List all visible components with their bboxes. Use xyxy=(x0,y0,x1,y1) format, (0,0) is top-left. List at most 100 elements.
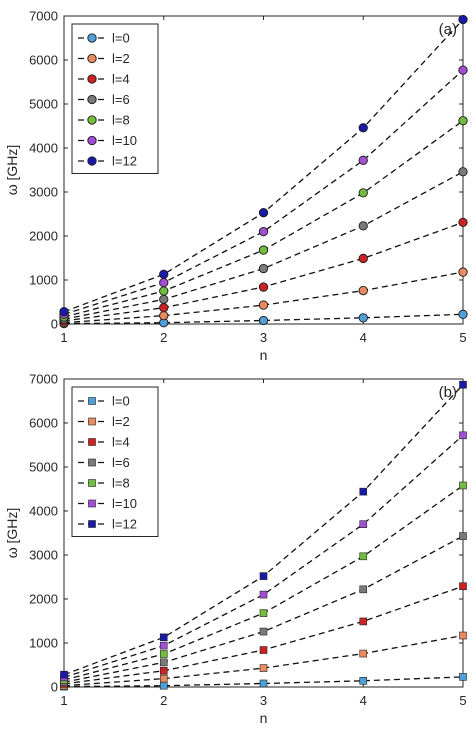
legend-marker xyxy=(88,397,96,405)
legend-marker xyxy=(88,417,96,426)
data-point xyxy=(358,221,368,231)
legend-marker xyxy=(87,74,97,84)
data-point xyxy=(359,677,368,685)
y-axis-label: ω [GHz] xyxy=(4,145,20,196)
legend-label: l=12 xyxy=(112,154,137,169)
series-l-12 xyxy=(59,14,468,317)
legend-marker xyxy=(87,94,97,105)
legend-item: l=0 xyxy=(78,31,130,46)
data-point xyxy=(59,307,69,317)
data-point xyxy=(259,609,268,617)
legend: l=0 l=2 l=4 l=6 l=8 l=10 l=12 xyxy=(71,386,159,537)
data-point xyxy=(358,123,368,133)
y-tick-label: 0 xyxy=(51,317,58,332)
y-tick-label: 7000 xyxy=(29,372,58,387)
data-point xyxy=(159,310,169,321)
legend-marker xyxy=(87,115,97,125)
legend-marker xyxy=(88,458,96,467)
data-point xyxy=(459,582,467,591)
data-point xyxy=(358,313,368,323)
legend-item: l=8 xyxy=(78,113,130,128)
data-point xyxy=(258,282,269,292)
data-point xyxy=(358,188,368,198)
panel-label: (b) xyxy=(439,384,457,401)
legend-label: l=6 xyxy=(112,92,130,107)
data-point xyxy=(258,300,269,310)
data-point xyxy=(459,481,467,490)
legend-item: l=12 xyxy=(78,517,137,532)
data-point xyxy=(459,631,467,640)
legend-marker xyxy=(87,53,97,64)
data-point xyxy=(458,309,468,319)
legend: l=0 l=2 l=4 l=6 l=8 l=10 l=12 xyxy=(71,23,159,174)
y-tick-label: 5000 xyxy=(29,97,58,112)
data-point xyxy=(60,670,68,679)
y-tick-label: 2000 xyxy=(29,592,58,607)
legend-marker xyxy=(88,499,96,508)
data-point xyxy=(359,520,368,529)
data-point xyxy=(159,294,169,305)
x-tick-label: 4 xyxy=(360,330,367,345)
legend-label: l=4 xyxy=(112,435,130,450)
y-tick-label: 5000 xyxy=(29,460,58,475)
series-l-4 xyxy=(59,217,468,326)
x-axis-label: n xyxy=(260,347,268,363)
legend-marker xyxy=(88,520,96,528)
data-point xyxy=(259,572,268,580)
series-line xyxy=(63,171,464,320)
data-point xyxy=(458,167,468,177)
chart-panel-a: 1 2 3 4 5 0 1000 2000 3000 4000 5000 6000 7000 n ω [GH… xyxy=(4,9,468,363)
x-tick-label: 1 xyxy=(60,330,67,345)
legend-item: l=6 xyxy=(78,92,130,107)
x-tick-label: 2 xyxy=(160,693,167,708)
data-point xyxy=(358,155,368,165)
legend-item: l=4 xyxy=(78,435,130,450)
legend-box xyxy=(71,23,159,174)
data-point xyxy=(258,226,269,237)
x-axis-label: n xyxy=(260,710,268,726)
x-tick-label: 2 xyxy=(160,330,167,345)
series-line xyxy=(63,535,464,683)
y-tick-label: 1000 xyxy=(29,273,58,288)
legend-label: l=4 xyxy=(112,72,130,87)
legend-item: l=8 xyxy=(78,476,130,491)
legend-item: l=6 xyxy=(78,455,130,470)
x-tick-label: 3 xyxy=(260,693,267,708)
legend-label: l=6 xyxy=(112,455,130,470)
data-point xyxy=(358,253,368,264)
y-tick-label: 0 xyxy=(51,680,58,695)
data-point xyxy=(159,650,168,658)
data-point xyxy=(259,679,268,688)
data-point xyxy=(358,285,368,296)
legend-marker xyxy=(88,479,96,487)
legend-label: l=8 xyxy=(112,476,130,491)
series-line xyxy=(63,676,464,688)
data-point xyxy=(459,532,467,540)
legend-label: l=8 xyxy=(112,113,130,128)
data-point xyxy=(159,303,169,313)
data-point xyxy=(259,627,268,636)
data-point xyxy=(458,14,468,25)
legend-label: l=10 xyxy=(112,133,137,148)
legend-box xyxy=(71,386,159,537)
x-tick-label: 3 xyxy=(260,330,267,345)
legend-label: l=2 xyxy=(112,51,130,66)
x-tick-label: 4 xyxy=(360,693,367,708)
legend-label: l=0 xyxy=(112,394,130,409)
data-point xyxy=(359,617,368,626)
legend-item: l=4 xyxy=(78,72,130,87)
legend-marker xyxy=(87,135,97,146)
data-point xyxy=(159,674,168,683)
legend-label: l=0 xyxy=(112,31,130,46)
legend-item: l=2 xyxy=(78,51,130,66)
data-point xyxy=(259,646,268,654)
data-point xyxy=(459,431,467,440)
legend-item: l=0 xyxy=(78,394,130,409)
data-point xyxy=(258,208,269,218)
y-axis-label: ω [GHz] xyxy=(4,508,20,559)
y-tick-label: 1000 xyxy=(29,636,58,651)
legend-marker xyxy=(88,438,96,446)
data-point xyxy=(459,673,467,681)
legend-marker xyxy=(87,156,97,166)
